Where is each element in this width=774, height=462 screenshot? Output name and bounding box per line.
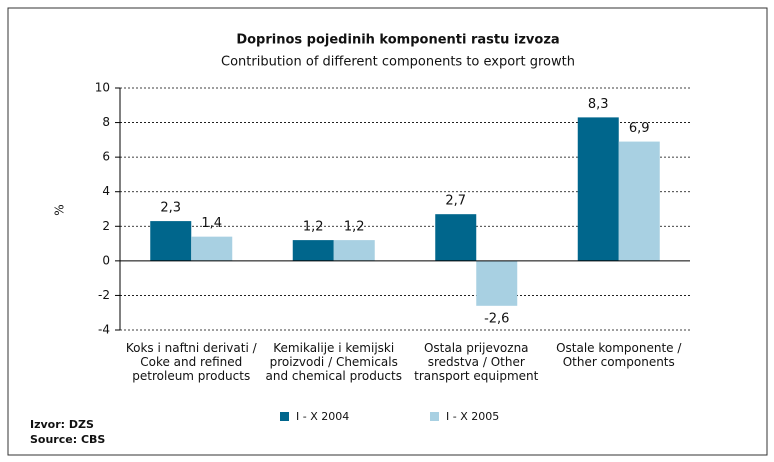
bar (577, 117, 619, 261)
legend-label: I - X 2004 (296, 410, 349, 423)
legend-label: I - X 2005 (446, 410, 499, 423)
source: Source: CBS (30, 433, 105, 446)
legend-swatch (280, 412, 289, 421)
bar (333, 240, 375, 261)
data-label: 6,9 (629, 121, 650, 136)
bar (292, 240, 334, 261)
data-label: 2,3 (160, 201, 181, 216)
x-tick-label: Koks i naftni derivati / Coke and refined… (126, 341, 258, 383)
bar (618, 141, 660, 261)
legend-swatch (430, 412, 439, 421)
x-tick-label: Kemikalije i kemijski proizvodi / Chemica… (265, 341, 402, 383)
bar (150, 221, 192, 261)
data-label: -2,6 (484, 311, 509, 326)
y-tick-label: 8 (102, 115, 110, 129)
y-tick-label: 10 (95, 81, 110, 95)
data-label: 1,4 (201, 216, 222, 231)
bar (435, 214, 477, 261)
y-tick-label: 4 (102, 184, 110, 198)
data-label: 1,2 (303, 220, 324, 235)
bar (476, 260, 518, 306)
chart-subtitle: Contribution of different components to … (221, 55, 575, 70)
y-tick-label: 6 (102, 150, 110, 164)
y-tick-label: 2 (102, 219, 110, 233)
y-tick-label: -4 (98, 323, 110, 337)
chart-title: Doprinos pojedinih komponenti rastu izvo… (236, 33, 559, 48)
bar (191, 236, 233, 261)
y-axis-label: % (53, 204, 67, 215)
data-label: 2,7 (445, 194, 466, 209)
data-label: 8,3 (588, 97, 609, 112)
source: Izvor: DZS (30, 418, 94, 431)
data-label: 1,2 (344, 220, 365, 235)
y-tick-label: 0 (102, 253, 110, 267)
x-tick-label: Ostala prijevozna sredstva / Other transpo… (414, 341, 538, 383)
x-tick-label: Ostale komponente / Other components (556, 341, 682, 369)
y-tick-label: -2 (98, 288, 110, 302)
